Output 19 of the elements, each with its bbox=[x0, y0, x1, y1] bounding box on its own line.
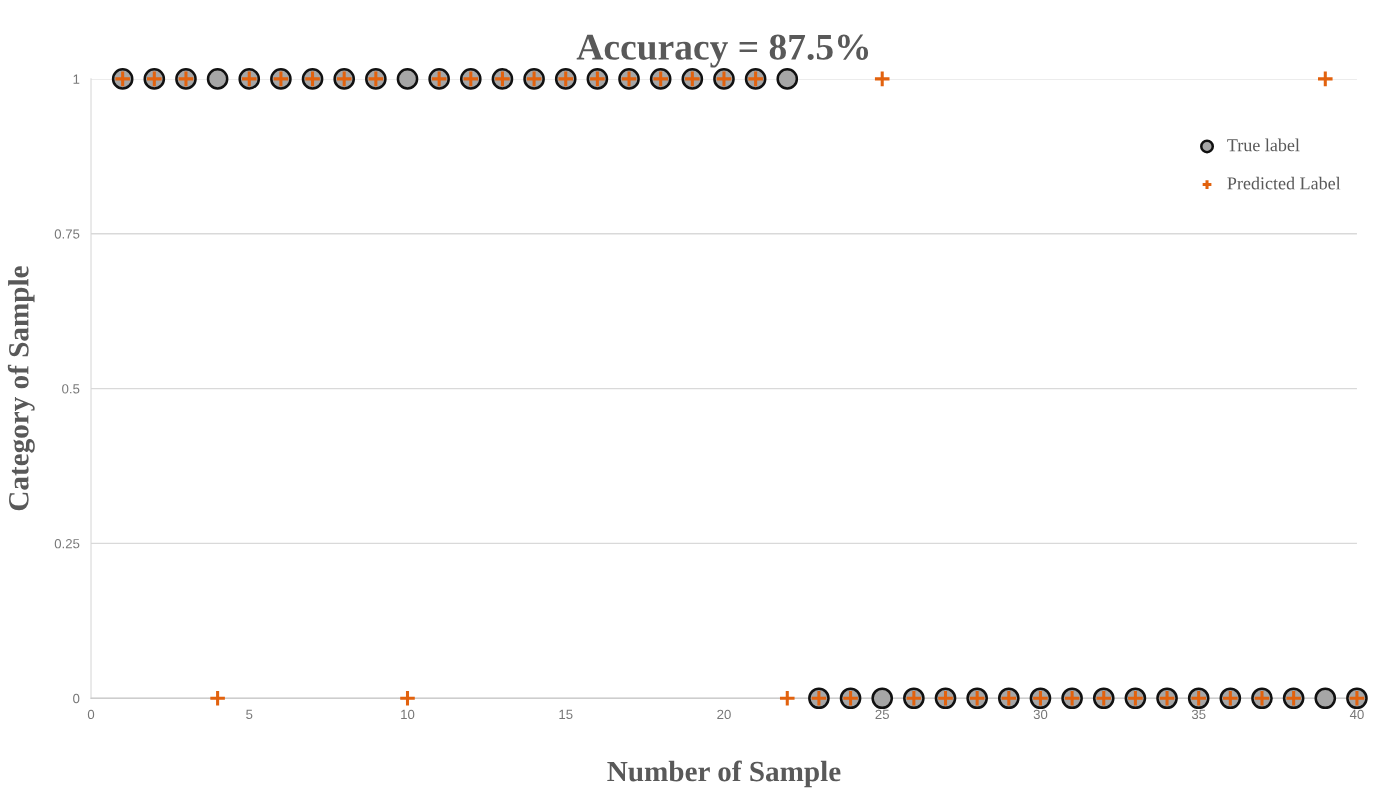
x-tick-label: 0 bbox=[87, 709, 95, 720]
x-tick-label: 10 bbox=[401, 709, 415, 720]
y-tick-label: 0.5 bbox=[62, 384, 80, 394]
chart-title: Accuracy = 87.5% bbox=[576, 34, 869, 68]
y-tick-label: 0.25 bbox=[54, 538, 80, 549]
x-tick-label: 25 bbox=[875, 709, 889, 720]
legend-label: Predicted Label bbox=[1227, 176, 1341, 190]
x-tick-label: 40 bbox=[1349, 709, 1364, 720]
y-tick-label: 1 bbox=[73, 74, 80, 84]
x-tick-label: 20 bbox=[717, 709, 731, 720]
legend-label: True label bbox=[1227, 138, 1300, 152]
x-tick-label: 30 bbox=[1033, 709, 1048, 720]
y-tick-label: 0 bbox=[73, 693, 80, 704]
x-tick-label: 5 bbox=[246, 709, 253, 720]
y-axis-title: Category of Sample bbox=[7, 266, 35, 511]
x-tick-label: 35 bbox=[1191, 709, 1206, 720]
x-axis-title: Number of Sample bbox=[607, 760, 841, 788]
y-tick-label: 0.75 bbox=[54, 229, 80, 239]
x-tick-label: 15 bbox=[559, 709, 573, 720]
